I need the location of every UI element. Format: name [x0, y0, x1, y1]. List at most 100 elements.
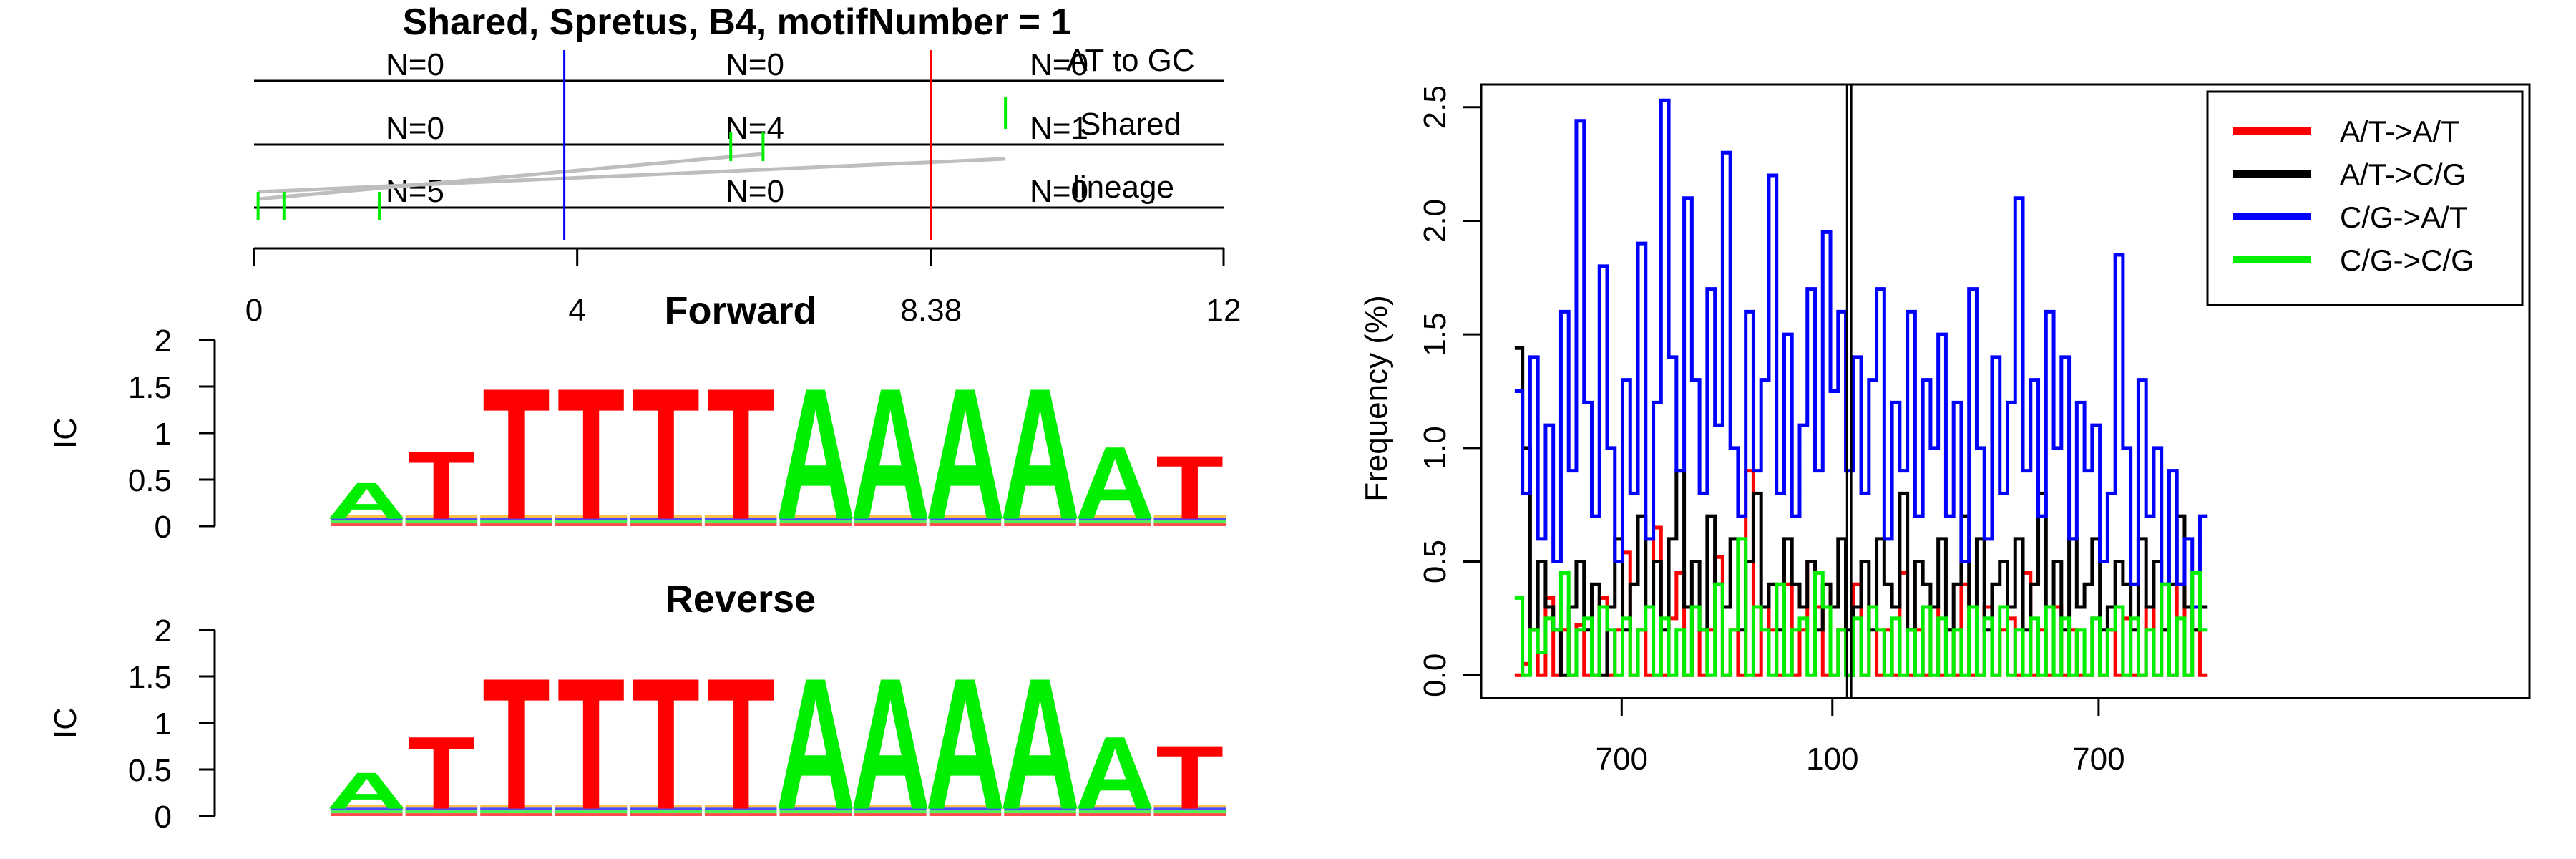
logo-minor-letter — [1153, 813, 1226, 816]
logo-minor-letter — [480, 813, 552, 816]
logo-minor-letter — [630, 805, 702, 808]
logo-minor-letter — [331, 518, 403, 521]
logo-minor-letter — [779, 813, 852, 816]
logo-letter: A — [925, 639, 1005, 848]
logo-minor-letter — [331, 810, 403, 814]
track-count-label: N=0 — [1030, 174, 1088, 209]
logo-minor-letter — [480, 515, 552, 518]
track-count-label: N=0 — [726, 47, 784, 82]
x-tick-label: 700 — [2072, 742, 2124, 777]
logo-letter: T — [632, 349, 700, 558]
logo-minor-letter — [779, 520, 852, 524]
frequency-plot-panel: 0.0 0.5 1.0 1.5 2.0 2.5 Frequency (%) 700 100 700… — [1359, 83, 2531, 777]
x-tick-label: 4 — [568, 293, 585, 328]
logo-minor-letter — [704, 520, 777, 524]
track-name-label: lineage — [1073, 170, 1174, 205]
y-tick-label: 1.5 — [1418, 313, 1453, 356]
logo-title: Reverse — [665, 578, 816, 621]
logo-minor-letter — [555, 515, 628, 518]
logo-minor-letter — [704, 515, 777, 518]
logo-minor-letter — [630, 523, 702, 526]
y-tick-label: 0.5 — [128, 463, 172, 498]
logo-minor-letter — [929, 515, 1002, 518]
logo-minor-letter — [1004, 515, 1076, 518]
logo-minor-letter — [854, 813, 927, 816]
logo-minor-letter — [480, 807, 552, 811]
track-count-label: N=4 — [726, 111, 784, 146]
logo-minor-letter — [779, 807, 852, 811]
logo-minor-letter — [331, 807, 403, 811]
logo-letter: T — [482, 349, 550, 558]
logo-minor-letter — [480, 520, 552, 524]
series-line-3 — [1514, 537, 2208, 677]
logo-letter: T — [632, 639, 700, 848]
logo-minor-letter — [331, 805, 403, 808]
y-axis-label: IC — [48, 707, 83, 739]
logo-letter: A — [1000, 349, 1080, 558]
logo-minor-letter — [555, 813, 628, 816]
logo-letter: T — [557, 639, 625, 848]
logo-minor-letter — [1153, 523, 1226, 526]
logo-minor-letter — [854, 810, 927, 814]
y-tick-label: 1.0 — [1418, 426, 1453, 470]
logo-minor-letter — [630, 807, 702, 811]
logo-minor-letter — [854, 523, 927, 526]
logo-minor-letter — [1078, 813, 1151, 816]
y-tick-label: 1 — [155, 417, 172, 452]
logo-letter: A — [1075, 715, 1155, 831]
logo-minor-letter — [854, 520, 927, 524]
logo-minor-letter — [704, 518, 777, 521]
logo-minor-letter — [929, 813, 1002, 816]
series-line-2 — [1514, 98, 2208, 609]
logo-minor-letter — [630, 810, 702, 814]
logo-minor-letter — [854, 805, 927, 808]
logo-letter: A — [850, 349, 930, 558]
logo-minor-letter — [555, 807, 628, 811]
logo-minor-letter — [405, 805, 478, 808]
logo-minor-letter — [405, 810, 478, 814]
x-tick-label: 12 — [1206, 293, 1241, 328]
logo-letter: T — [557, 349, 625, 558]
logo-minor-letter — [1153, 520, 1226, 524]
logo-minor-letter — [1004, 810, 1076, 814]
y-tick-label: 0.0 — [1418, 654, 1453, 697]
logo-minor-letter — [1004, 805, 1076, 808]
figure-title: Shared, Spretus, B4, motifNumber = 1 — [403, 1, 1072, 43]
legend-label: C/G->C/G — [2340, 243, 2474, 277]
logo-minor-letter — [1004, 813, 1076, 816]
logo-minor-letter — [405, 518, 478, 521]
logo-letter: A — [326, 472, 406, 530]
logo-minor-letter — [1153, 810, 1226, 814]
logo-minor-letter — [405, 807, 478, 811]
logo-letter: T — [407, 715, 475, 831]
logo-minor-letter — [480, 518, 552, 521]
logo-letter: A — [1000, 639, 1080, 848]
logo-minor-letter — [1004, 523, 1076, 526]
logo-letter: A — [776, 639, 856, 848]
logo-minor-letter — [480, 523, 552, 526]
logo-minor-letter — [704, 807, 777, 811]
logo-letter: T — [1156, 727, 1224, 828]
y-tick-label: 2 — [155, 324, 172, 359]
logo-minor-letter — [1153, 518, 1226, 521]
track-name-label: AT to GC — [1066, 43, 1194, 78]
track-count-label: N=0 — [386, 111, 444, 146]
link-line — [258, 152, 763, 201]
logo-minor-letter — [779, 810, 852, 814]
y-tick-label: 0.5 — [128, 753, 172, 788]
plot-frame — [1480, 83, 2531, 699]
logo-minor-letter — [555, 805, 628, 808]
logo-minor-letter — [331, 515, 403, 518]
x-tick-label: 8.38 — [900, 293, 962, 328]
y-tick-label: 1.5 — [128, 660, 172, 695]
logo-minor-letter — [929, 523, 1002, 526]
logo-title: Forward — [664, 289, 816, 332]
logo-letter: A — [1075, 425, 1155, 541]
logo-minor-letter — [1078, 807, 1151, 811]
logo-minor-letter — [1078, 515, 1151, 518]
logo-letter: T — [1156, 437, 1224, 538]
logo-minor-letter — [480, 810, 552, 814]
